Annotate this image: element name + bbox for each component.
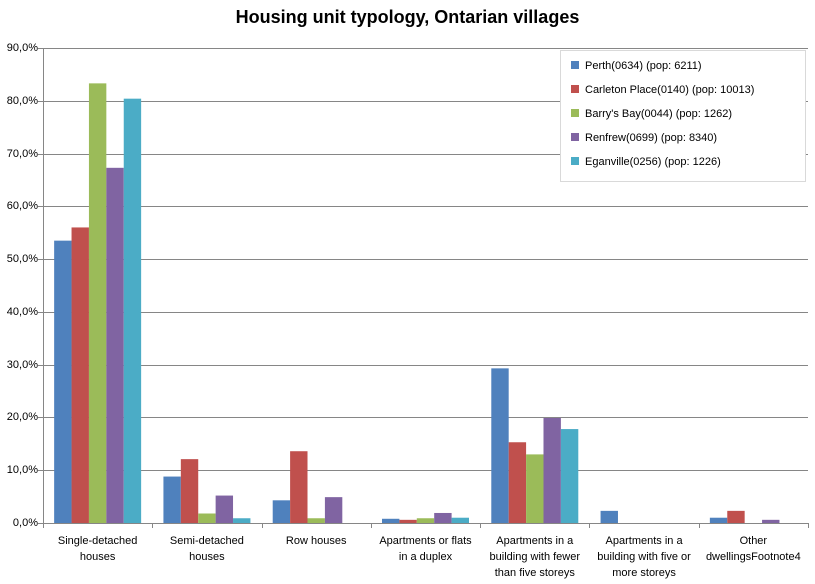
y-tick-label: 40,0% <box>6 305 38 318</box>
bar <box>727 510 745 523</box>
bar <box>451 517 469 523</box>
legend-item: Barry's Bay(0044) (pop: 1262) <box>571 108 732 124</box>
x-category-label-line: Other <box>739 535 768 547</box>
bar <box>324 497 343 523</box>
legend-swatch <box>571 157 579 165</box>
legend-label: Eganville(0256) (pop: 1226) <box>585 156 721 168</box>
x-category-label-line: Apartments or flats <box>379 535 472 547</box>
bar <box>215 495 234 523</box>
x-category-label-line: houses <box>189 551 225 563</box>
legend-swatch <box>571 85 579 93</box>
bar <box>508 442 527 523</box>
bar <box>71 227 89 523</box>
y-tick-label: 70,0% <box>6 147 38 160</box>
x-category-label: Semi-detached houses <box>153 533 261 565</box>
x-category-label-line: more storeys <box>612 567 676 579</box>
x-category-label: Apartments in a building with fewer than f… <box>481 533 589 581</box>
x-category-label-line: than five storeys <box>494 567 575 579</box>
bar <box>123 98 142 524</box>
x-category-label-line: houses <box>79 551 116 563</box>
x-category-label-line: Single-detached <box>57 535 138 547</box>
bar <box>198 513 216 523</box>
y-tick-label: 20,0% <box>6 410 38 423</box>
bar <box>560 429 579 523</box>
legend-item: Renfrew(0699) (pop: 8340) <box>571 132 717 148</box>
bar <box>382 518 400 523</box>
legend-item: Carleton Place(0140) (pop: 10013) <box>571 84 754 100</box>
x-category-label-line: Semi-detached <box>169 535 244 547</box>
x-category-label-line: building with fewer <box>489 551 581 563</box>
bar <box>762 519 780 523</box>
bar <box>106 167 124 523</box>
x-category-label-line: Apartments in a <box>496 535 574 547</box>
bar <box>526 454 544 523</box>
legend-label: Renfrew(0699) (pop: 8340) <box>585 132 718 144</box>
bar <box>163 476 181 523</box>
legend-item: Perth(0634) (pop: 6211) <box>571 60 702 76</box>
y-tick-label: 60,0% <box>6 199 38 212</box>
bar <box>709 517 728 523</box>
y-tick-label: 90,0% <box>6 41 38 54</box>
legend-swatch <box>571 109 579 117</box>
bar <box>290 451 308 523</box>
bar <box>307 518 325 523</box>
x-category-label-line: in a duplex <box>398 551 453 563</box>
x-category-label: Apartments or flats in a duplex <box>372 533 480 565</box>
y-tick-label: 10,0% <box>6 463 38 476</box>
x-category-label: Other dwellingsFootnote4 <box>699 533 807 565</box>
x-category-label-line: Row houses <box>285 535 347 547</box>
legend-item: Eganville(0256) (pop: 1226) <box>571 156 721 172</box>
x-category-label: Row houses <box>262 533 370 549</box>
bar <box>434 512 452 523</box>
bar <box>180 459 199 523</box>
legend-swatch <box>571 133 579 141</box>
bar <box>272 500 291 523</box>
x-category-label-line: Apartments in a <box>605 535 683 547</box>
y-tick-label: 30,0% <box>6 358 38 371</box>
legend-label: Carleton Place(0140) (pop: 10013) <box>585 84 755 96</box>
y-tick-label: 0,0% <box>12 516 38 529</box>
y-tick-label: 50,0% <box>6 252 38 265</box>
legend: Perth(0634) (pop: 6211) Carleton Place(0… <box>560 50 806 182</box>
bar <box>600 510 618 523</box>
legend-label: Barry's Bay(0044) (pop: 1262) <box>585 108 733 120</box>
bar <box>88 83 107 524</box>
bar <box>54 240 72 523</box>
bar <box>416 518 435 523</box>
bar <box>491 368 509 523</box>
chart-title: Housing unit typology, Ontarian villages <box>235 7 580 27</box>
legend-label: Perth(0634) (pop: 6211) <box>585 60 702 72</box>
legend-swatch <box>571 61 579 69</box>
x-category-label: Single-detached houses <box>44 533 152 565</box>
y-tick-label: 80,0% <box>6 94 38 107</box>
bar <box>399 519 417 523</box>
x-category-label-line: building with five or <box>597 551 691 563</box>
x-category-label-line: dwellingsFootnote4 <box>705 551 801 563</box>
bar <box>543 417 561 523</box>
bar <box>233 518 251 523</box>
x-category-label: Apartments in a building with five or more… <box>590 533 698 581</box>
